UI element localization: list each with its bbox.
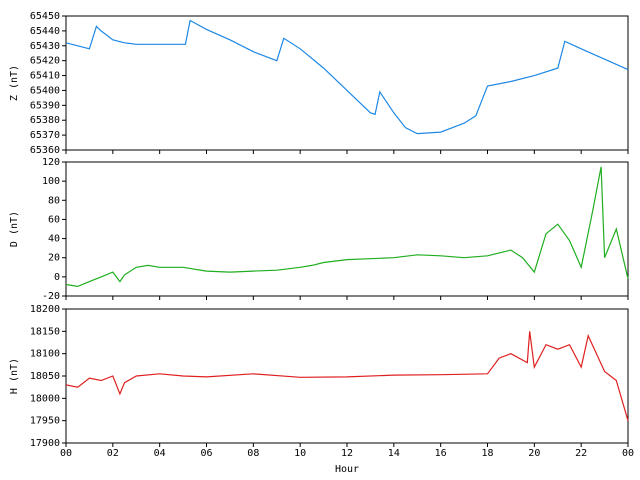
x-tick-label: 04 <box>154 448 166 459</box>
data-line <box>65 331 629 421</box>
y-axis-label: H (nT) <box>9 358 20 394</box>
y-tick-label: -20 <box>42 291 60 302</box>
y-tick-label: 65360 <box>30 145 60 156</box>
y-tick-label: 18100 <box>30 349 60 360</box>
x-tick-label: 14 <box>388 448 400 459</box>
x-tick-label: 16 <box>435 448 447 459</box>
x-axis-label: Hour <box>335 464 359 475</box>
y-tick-label: 18000 <box>30 393 60 404</box>
plot-frame <box>65 15 629 151</box>
y-tick-label: 65430 <box>30 41 60 52</box>
y-tick-label: 65420 <box>30 56 60 67</box>
y-axis-label: Z (nT) <box>9 65 20 101</box>
x-tick-label: 18 <box>481 448 493 459</box>
x-tick-label: 22 <box>575 448 587 459</box>
x-tick-label: 10 <box>294 448 306 459</box>
y-tick-label: 65380 <box>30 115 60 126</box>
y-tick-label: 100 <box>42 176 60 187</box>
y-tick-label: 60 <box>48 214 60 225</box>
y-tick-label: 18150 <box>30 326 60 337</box>
y-tick-label: 17950 <box>30 416 60 427</box>
y-tick-label: 65440 <box>30 26 60 37</box>
y-tick-label: 17900 <box>30 438 60 449</box>
y-tick-label: 65400 <box>30 85 60 96</box>
y-tick-label: 18050 <box>30 371 60 382</box>
y-tick-label: 65370 <box>30 130 60 141</box>
x-tick-label: 12 <box>341 448 353 459</box>
y-tick-label: 20 <box>48 253 60 264</box>
y-tick-label: 80 <box>48 195 60 206</box>
y-tick-label: 18200 <box>30 304 60 315</box>
x-tick-label: 00 <box>60 448 72 459</box>
y-tick-label: 65390 <box>30 100 60 111</box>
x-tick-label: 00 <box>622 448 634 459</box>
y-tick-label: 65450 <box>30 11 60 22</box>
y-tick-label: 40 <box>48 234 60 245</box>
x-tick-label: 20 <box>528 448 540 459</box>
y-tick-label: 0 <box>54 272 60 283</box>
data-line <box>65 19 629 135</box>
y-axis-label: D (nT) <box>9 211 20 247</box>
x-tick-label: 08 <box>247 448 259 459</box>
x-tick-label: 06 <box>200 448 212 459</box>
y-tick-label: 120 <box>42 157 60 168</box>
plot-frame <box>65 308 629 444</box>
data-line <box>65 166 629 288</box>
plot-frame <box>65 161 629 297</box>
x-tick-label: 02 <box>107 448 119 459</box>
y-tick-label: 65410 <box>30 71 60 82</box>
